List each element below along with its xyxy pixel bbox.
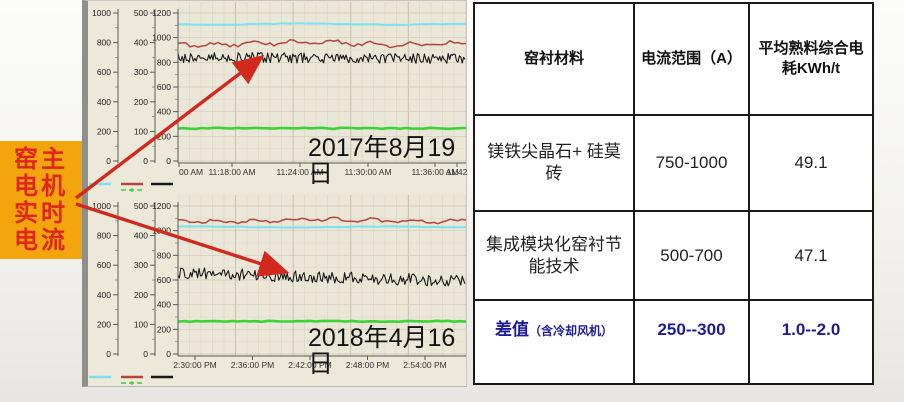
y-tick-label: 800 [97, 231, 111, 241]
x-tick-label: 11:42 [447, 167, 467, 177]
x-tick-label: 11:30:00 AM [344, 167, 391, 177]
green-series-line [178, 319, 466, 324]
y-tick-label: 400 [134, 38, 148, 48]
table-cell: 49.1 [748, 114, 874, 212]
green-series-line [178, 126, 466, 131]
y-tick-label: 1200 [152, 201, 171, 211]
y-tick-label: 0 [106, 156, 111, 166]
y-tick-label: 600 [157, 82, 171, 92]
y-tick-label: 100 [134, 126, 148, 136]
y-tick-label: 400 [134, 231, 148, 241]
x-tick-label: 2:36:00 PM [231, 360, 274, 370]
x-tick-label: 2:42:00 PM [288, 360, 331, 370]
red-series-line [178, 39, 466, 49]
kiln-main-motor-current-label: 窑主 电机 实时 电流 [0, 141, 82, 259]
table-cell: 750-1000 [633, 114, 750, 212]
y-tick-label: 1000 [92, 201, 111, 211]
y-tick-label: 800 [157, 250, 171, 260]
x-tick-label: 2:54:00 PM [403, 360, 446, 370]
table-cell: 差值（含冷却风机） [473, 299, 635, 385]
y-tick-label: 200 [97, 319, 111, 329]
table-header-cell: 窑衬材料 [473, 2, 635, 116]
y-tick-label: 1000 [152, 33, 171, 43]
label-line: 电机 [14, 173, 68, 200]
y-tick-label: 200 [134, 97, 148, 107]
y-tick-label: 400 [97, 290, 111, 300]
y-tick-label: 100 [134, 319, 148, 329]
cyan-series-line [178, 225, 466, 229]
table-cell: 47.1 [748, 210, 874, 301]
y-tick-label: 400 [97, 97, 111, 107]
table-header-cell: 平均熟料综合电耗KWh/t [748, 2, 874, 116]
y-tick-label: 400 [157, 300, 171, 310]
x-tick-label: 00 AM [179, 167, 203, 177]
y-tick-label: 300 [134, 67, 148, 77]
y-tick-label: 1200 [152, 8, 171, 18]
y-tick-label: 500 [134, 201, 148, 211]
x-tick-label: 2:48:00 PM [346, 360, 389, 370]
y-tick-label: 0 [106, 349, 111, 359]
table-row: 镁铁尖晶石+ 硅莫砖 750-1000 49.1 [473, 114, 874, 212]
table-cell: 1.0--2.0 [748, 299, 874, 385]
y-tick-label: 200 [157, 324, 171, 334]
table-cell: 集成模块化窑衬节能技术 [473, 210, 635, 301]
table-cell: 镁铁尖晶石+ 硅莫砖 [473, 114, 635, 212]
y-tick-label: 0 [166, 156, 171, 166]
cyan-series-line [178, 22, 466, 26]
table-header-cell: 电流范围（A） [633, 2, 750, 116]
y-tick-label: 200 [97, 126, 111, 136]
y-tick-label: 500 [134, 8, 148, 18]
y-tick-label: 800 [97, 38, 111, 48]
table-cell: 500-700 [633, 210, 750, 301]
date-label-2018: 2018年4月16日 [308, 324, 456, 378]
label-line: 实时 [14, 200, 68, 227]
date-label-2017: 2017年8月19日 [308, 134, 456, 188]
x-tick-label: 11:18:00 AM [208, 167, 255, 177]
y-tick-label: 200 [134, 290, 148, 300]
y-tick-label: 200 [157, 131, 171, 141]
label-line: 电流 [14, 227, 68, 254]
y-tick-label: 1000 [152, 226, 171, 236]
x-tick-label: 11:36:00 AM [411, 167, 458, 177]
y-tick-label: 300 [134, 260, 148, 270]
black-series-line [178, 267, 466, 287]
y-tick-label: 600 [157, 275, 171, 285]
y-tick-label: 400 [157, 107, 171, 117]
table-row: 差值（含冷却风机） 250--300 1.0--2.0 [473, 299, 874, 385]
y-tick-label: 0 [166, 349, 171, 359]
table-cell: 250--300 [633, 299, 750, 385]
y-tick-label: 0 [143, 349, 148, 359]
label-line: 窑主 [14, 146, 68, 173]
y-tick-label: 0 [143, 156, 148, 166]
y-tick-label: 600 [97, 67, 111, 77]
x-tick-label: 11:24:00 AM [276, 167, 323, 177]
y-tick-label: 1000 [92, 8, 111, 18]
table-row: 集成模块化窑衬节能技术 500-700 47.1 [473, 210, 874, 301]
comparison-table: 窑衬材料 电流范围（A） 平均熟料综合电耗KWh/t 镁铁尖晶石+ 硅莫砖 750-10… [473, 2, 874, 385]
x-tick-label: 2:30:00 PM [173, 360, 216, 370]
y-tick-label: 600 [97, 260, 111, 270]
y-tick-label: 800 [157, 57, 171, 67]
